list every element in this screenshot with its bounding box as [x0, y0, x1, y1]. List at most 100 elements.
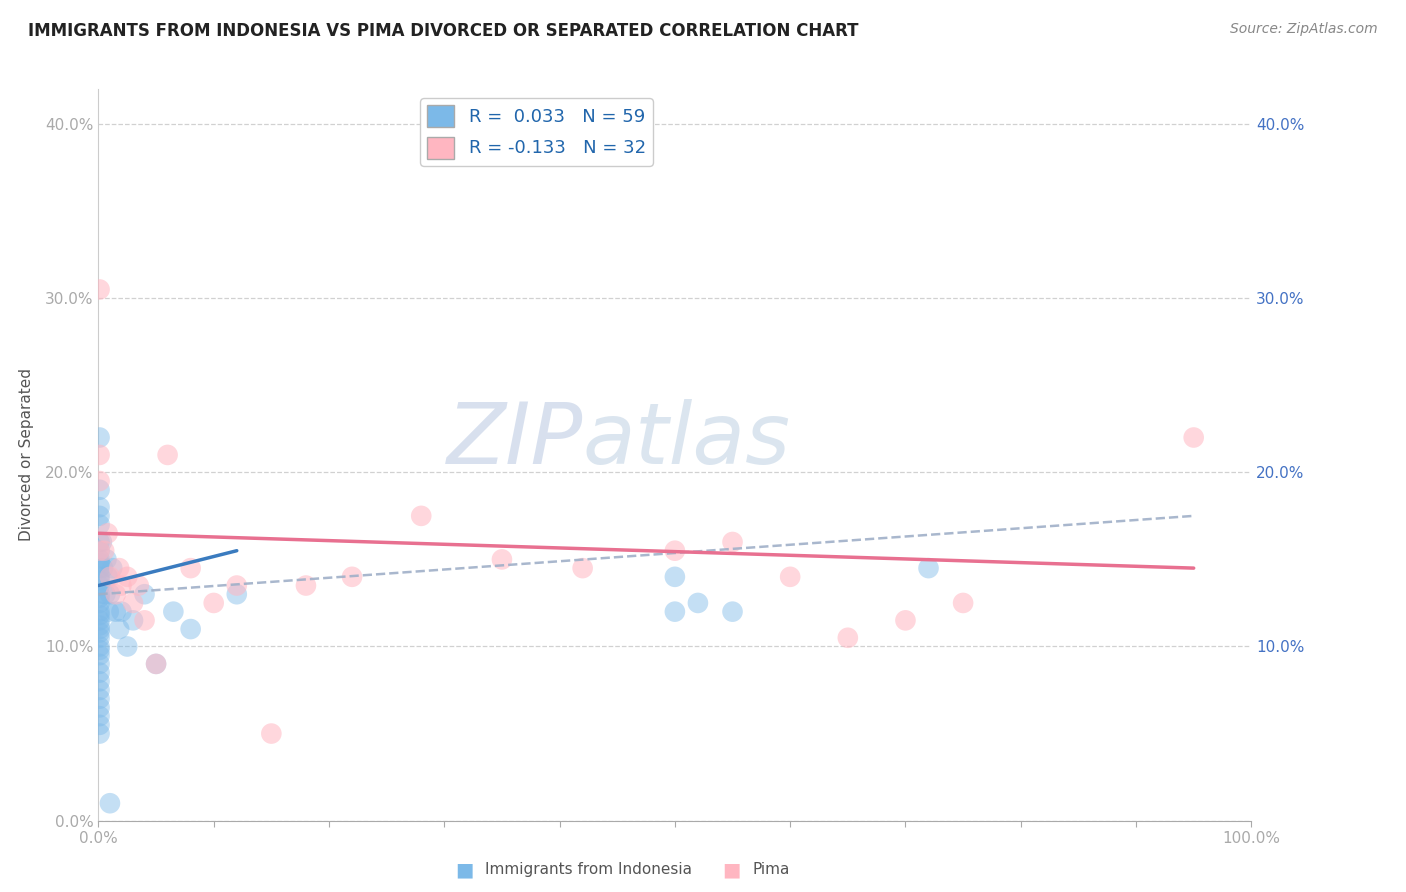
Point: [108, 622, 131, 636]
Point: [97, 570, 120, 584]
Point: [491, 552, 513, 566]
Point: [411, 508, 433, 523]
Point: [97, 605, 120, 619]
Text: atlas: atlas: [582, 399, 790, 482]
Point: [98, 570, 121, 584]
Point: [98, 587, 121, 601]
Point: [664, 605, 686, 619]
Point: [89, 657, 111, 671]
Point: [180, 622, 202, 636]
Point: [98, 796, 121, 810]
Point: [89, 718, 111, 732]
Point: [89, 283, 111, 297]
Text: IMMIGRANTS FROM INDONESIA VS PIMA DIVORCED OR SEPARATED CORRELATION CHART: IMMIGRANTS FROM INDONESIA VS PIMA DIVORC…: [28, 22, 859, 40]
Point: [89, 561, 111, 575]
Point: [952, 596, 974, 610]
Point: [89, 474, 111, 488]
Point: [180, 561, 202, 575]
Point: [894, 613, 917, 627]
Point: [89, 700, 111, 714]
Point: [89, 535, 111, 549]
Point: [89, 574, 111, 588]
Point: [90, 535, 112, 549]
Point: [89, 640, 111, 654]
Point: [89, 448, 111, 462]
Point: [122, 613, 145, 627]
Text: Source: ZipAtlas.com: Source: ZipAtlas.com: [1230, 22, 1378, 37]
Point: [225, 587, 247, 601]
Y-axis label: Divorced or Separated: Divorced or Separated: [18, 368, 34, 541]
Point: [89, 625, 111, 640]
Point: [89, 665, 111, 680]
Point: [97, 526, 120, 541]
Point: [101, 561, 124, 575]
Point: [94, 587, 117, 601]
Point: [96, 552, 118, 566]
Point: [89, 691, 111, 706]
Point: [89, 552, 111, 566]
Text: Immigrants from Indonesia: Immigrants from Indonesia: [485, 863, 692, 877]
Point: [260, 726, 283, 740]
Point: [89, 591, 111, 605]
Point: [110, 605, 132, 619]
Point: [686, 596, 709, 610]
Point: [89, 643, 111, 657]
Point: [134, 613, 156, 627]
Point: [104, 587, 127, 601]
Point: [117, 570, 139, 584]
Point: [89, 578, 111, 592]
Point: [89, 613, 111, 627]
Point: [295, 578, 318, 592]
Point: [89, 483, 111, 497]
Point: [340, 570, 363, 584]
Point: [104, 605, 127, 619]
Point: [917, 561, 939, 575]
Point: [89, 709, 111, 723]
Point: [89, 674, 111, 689]
Point: [93, 543, 115, 558]
Point: [89, 543, 111, 558]
Point: [145, 657, 167, 671]
Point: [122, 596, 145, 610]
Point: [89, 596, 111, 610]
Point: [664, 543, 686, 558]
Point: [721, 535, 744, 549]
Point: [721, 605, 744, 619]
Point: [134, 587, 156, 601]
Point: [89, 517, 111, 532]
Point: [156, 448, 179, 462]
Point: [89, 618, 111, 632]
Point: [145, 657, 167, 671]
Point: [89, 683, 111, 698]
Point: [837, 631, 859, 645]
Text: Pima: Pima: [752, 863, 790, 877]
Point: [779, 570, 801, 584]
Point: [117, 640, 139, 654]
Point: [162, 605, 184, 619]
Point: [89, 543, 111, 558]
Point: [89, 605, 111, 619]
Point: [1182, 430, 1205, 444]
Point: [89, 570, 111, 584]
Point: [89, 430, 111, 444]
Text: ZIP: ZIP: [446, 399, 582, 482]
Point: [89, 622, 111, 636]
Point: [89, 508, 111, 523]
Point: [89, 587, 111, 601]
Point: [128, 578, 150, 592]
Legend: R =  0.033   N = 59, R = -0.133   N = 32: R = 0.033 N = 59, R = -0.133 N = 32: [420, 98, 652, 166]
Point: [108, 561, 131, 575]
Point: [89, 556, 111, 570]
Point: [664, 570, 686, 584]
Point: [89, 726, 111, 740]
Point: [89, 631, 111, 645]
Point: [225, 578, 247, 592]
Point: [571, 561, 593, 575]
Point: [91, 561, 114, 575]
Point: [89, 500, 111, 515]
Point: [202, 596, 225, 610]
Point: [89, 648, 111, 663]
Point: [110, 578, 132, 592]
Text: ■: ■: [454, 860, 474, 880]
Point: [89, 608, 111, 623]
